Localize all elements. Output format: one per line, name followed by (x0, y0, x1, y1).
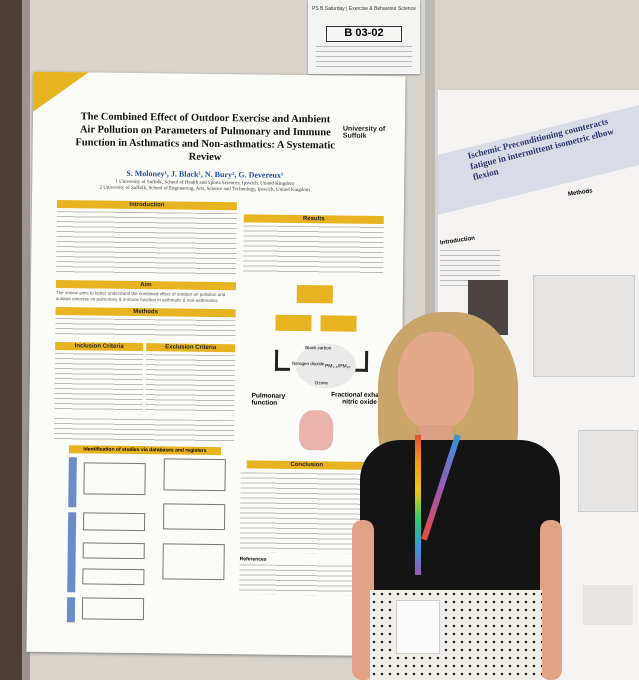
arm (540, 520, 562, 680)
lungs-icon (298, 410, 334, 451)
authors: S. Moloney¹, J. Black¹, N. Bury², G. Dev… (126, 168, 284, 180)
flow-stage (67, 512, 77, 593)
result-box (275, 314, 312, 332)
result-box (320, 315, 357, 332)
right-figure (583, 585, 633, 625)
wall-edge (0, 0, 22, 680)
flow-box (81, 597, 145, 621)
flow-box (82, 568, 145, 586)
sign-header: PS B Saturday | Exercise & Behaviour Sci… (312, 6, 416, 12)
intro-text (56, 211, 237, 278)
lanyard (415, 435, 421, 575)
flow-stage (66, 597, 76, 623)
right-figure (578, 430, 638, 512)
exclusion-text (145, 354, 236, 416)
flow-box (82, 512, 146, 532)
flow-box (162, 503, 226, 531)
section-heading: Inclusion Criteria (55, 342, 144, 352)
poster-title: The Combined Effect of Outdoor Exercise … (75, 111, 336, 164)
poster: University of Suffolk The Combined Effec… (26, 71, 406, 657)
section-heading: Conclusion (246, 460, 367, 470)
section-heading: References (239, 556, 267, 563)
pollutant: Nitrogen dioxide (291, 360, 325, 367)
arm (352, 520, 374, 680)
section-heading: Methods (55, 307, 236, 318)
flow-box (82, 542, 145, 560)
face (398, 332, 474, 430)
sign-text (316, 46, 412, 68)
flow-box (162, 543, 225, 581)
right-figure (533, 275, 635, 377)
flow-box (83, 462, 146, 496)
section-heading: Results (243, 214, 384, 225)
arrow (274, 349, 291, 371)
board-frame (22, 0, 30, 680)
section-heading: Methods (567, 188, 593, 198)
diagram-label: Pulmonary function (251, 392, 286, 407)
top (360, 440, 560, 610)
aim-text: The review aims to better understand the… (55, 290, 226, 304)
results-text (243, 225, 384, 276)
flow-box (163, 458, 226, 492)
corner-accent (33, 71, 89, 113)
logo: University of Suffolk (342, 125, 386, 140)
methods-text (55, 318, 236, 341)
section-heading: Aim (55, 280, 237, 291)
references-text (239, 564, 360, 596)
section-heading: Introduction (56, 200, 237, 211)
sign-code: B 03-02 (326, 26, 402, 42)
result-box (296, 284, 333, 304)
flow-heading: Identification of studies via databases … (68, 445, 221, 456)
section-heading: Exclusion Criteria (146, 343, 236, 353)
section-heading: Introduction (439, 235, 476, 247)
pollutant: Ozone (314, 380, 329, 386)
badge (396, 600, 440, 654)
extraction-text (54, 418, 235, 443)
sign: PS B Saturday | Exercise & Behaviour Sci… (308, 0, 420, 74)
inclusion-text (54, 353, 144, 415)
flow-stage (68, 457, 77, 508)
pollutant: Black carbon (305, 345, 332, 351)
pm-label: PM₂.₅/PM₁₀ (324, 363, 351, 370)
